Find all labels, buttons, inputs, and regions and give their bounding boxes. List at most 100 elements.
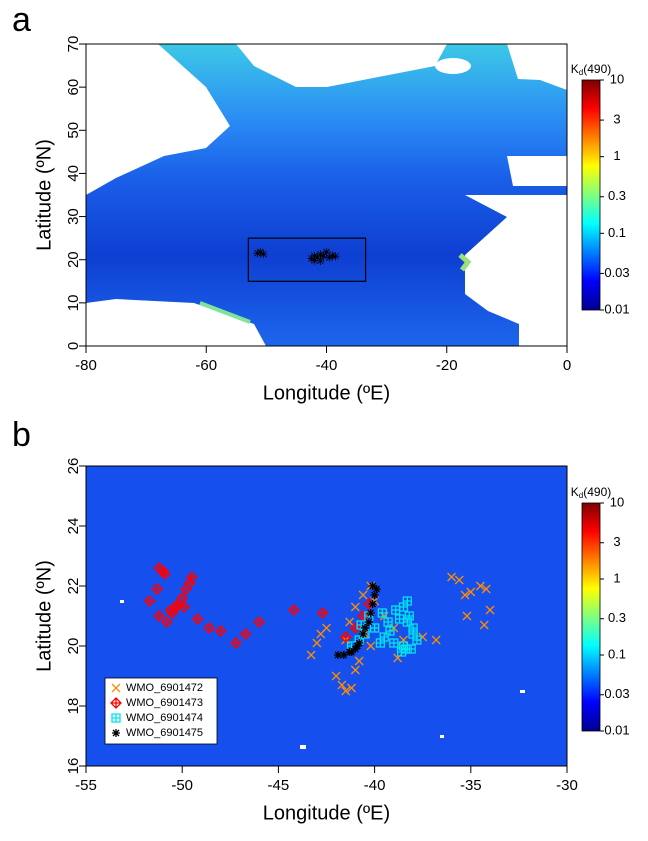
marker [355, 639, 364, 647]
marker [322, 623, 331, 633]
y-tick-label: 40 [65, 165, 82, 182]
marker [366, 609, 375, 617]
marker [402, 617, 412, 627]
legend-marker [110, 697, 122, 709]
colorbar-title-part: (490) [583, 485, 611, 499]
marker [485, 605, 495, 615]
y-tick-label: 70 [65, 36, 82, 53]
y-tick-label: 16 [65, 758, 82, 775]
colorbar-tick-label: 0.3 [608, 188, 626, 203]
colorbar-tick-label: 10 [610, 494, 624, 509]
marker [312, 638, 322, 648]
marker [460, 590, 470, 600]
marker [383, 617, 393, 627]
x-tick-label: -45 [268, 777, 290, 794]
marker [345, 617, 355, 627]
legend-label: WMO_6901473 [126, 697, 203, 709]
marker [328, 251, 337, 260]
legend-marker [112, 729, 120, 737]
x-tick-label: -50 [171, 777, 193, 794]
colorbar-tick-label: 3 [613, 534, 620, 549]
x-tick-label: -30 [556, 777, 578, 794]
marker [447, 572, 457, 582]
panel-label: b [12, 416, 31, 454]
colorbar-tick-label: 0.01 [604, 722, 629, 737]
marker [253, 249, 262, 258]
marker [398, 641, 409, 651]
x-tick-label: 0 [563, 357, 571, 374]
colorbar-tick-label: 10 [610, 71, 624, 86]
y-tick-label: 60 [65, 79, 82, 96]
marker [331, 252, 340, 261]
marker [172, 598, 185, 610]
marker [366, 641, 376, 651]
y-tick-label: 10 [65, 295, 82, 312]
marker [337, 680, 347, 690]
legend-label: WMO_6901475 [126, 727, 203, 739]
colorbar-tick-label: 0.3 [608, 610, 626, 625]
x-tick-label: -40 [364, 777, 386, 794]
x-tick-label: -20 [436, 357, 458, 374]
marker [178, 601, 191, 613]
colorbar-tick-label: 0.1 [608, 225, 626, 240]
marker [316, 250, 325, 259]
marker [399, 635, 408, 645]
marker [325, 253, 334, 262]
marker [377, 608, 387, 618]
colorbar-tick-label: 1 [613, 148, 620, 163]
x-axis-title: Longitude (ºE) [263, 382, 390, 404]
marker [354, 656, 364, 666]
plot-frame [85, 465, 568, 767]
marker [339, 631, 352, 643]
marker [368, 600, 377, 608]
scatter-points [143, 562, 495, 696]
y-tick-label: 18 [65, 698, 82, 715]
colorbar-tick-label: 0.03 [604, 265, 629, 280]
y-tick-label: 50 [65, 122, 82, 139]
marker [353, 642, 362, 650]
marker [203, 622, 216, 634]
marker [369, 623, 380, 633]
panel-label: a [12, 1, 31, 39]
marker [191, 613, 204, 625]
marker [185, 571, 198, 583]
marker [287, 604, 300, 616]
colorbar-tick-label: 0.01 [604, 301, 629, 316]
y-tick-label: 0 [65, 342, 82, 350]
marker [359, 630, 368, 638]
legend-marker [111, 713, 121, 723]
marker [391, 605, 401, 615]
colorbar-tick-label: 1 [613, 570, 620, 585]
marker [360, 624, 369, 632]
marker [370, 591, 379, 599]
y-tick-label: 22 [65, 578, 82, 595]
marker [364, 618, 373, 626]
y-tick-label: 24 [65, 518, 82, 535]
marker [143, 595, 156, 607]
marker [160, 616, 173, 628]
map-background [86, 44, 567, 346]
y-tick-label: 26 [65, 458, 82, 475]
marker [239, 628, 252, 640]
x-tick-label: -80 [75, 357, 97, 374]
legend-marker [111, 683, 121, 693]
marker [349, 622, 362, 634]
marker [214, 625, 227, 637]
colorbar-title-part: d [579, 491, 583, 500]
region-box [247, 237, 367, 282]
marker [151, 583, 164, 595]
marker [454, 575, 464, 585]
marker [368, 582, 377, 590]
x-tick-label: -40 [316, 357, 338, 374]
marker [393, 653, 403, 663]
marker [347, 683, 356, 693]
marker [389, 638, 399, 648]
x-tick-label: -35 [460, 777, 482, 794]
marker [385, 626, 395, 636]
y-tick-label: 20 [65, 638, 82, 655]
marker [350, 602, 360, 612]
marker [153, 610, 166, 622]
colorbar-title-part: K [571, 485, 579, 499]
